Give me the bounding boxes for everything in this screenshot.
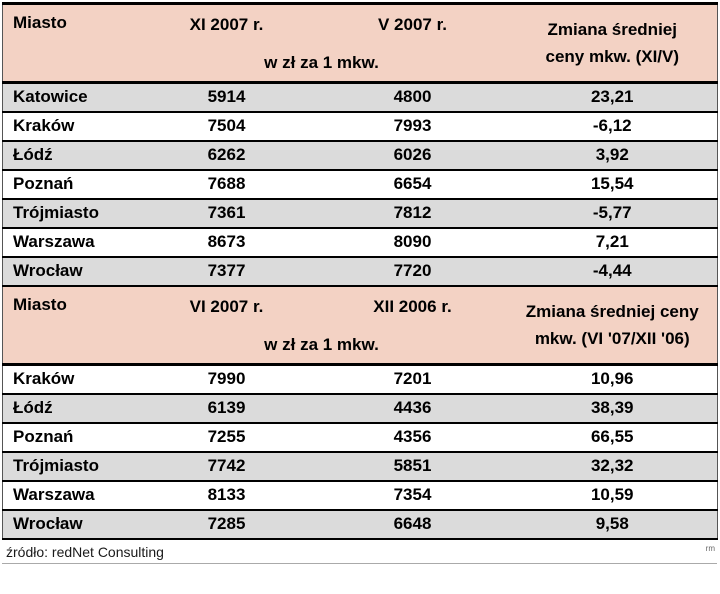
value-cell: 7812 bbox=[317, 197, 508, 228]
column-header-period1: XI 2007 r. bbox=[135, 3, 318, 45]
value-cell: 7990 bbox=[135, 363, 318, 394]
value-cell: 7255 bbox=[135, 421, 318, 452]
change-cell: 23,21 bbox=[507, 81, 718, 112]
column-header-change: Zmiana średniej ceny mkw. (VI '07/XII '0… bbox=[507, 284, 718, 365]
change-cell: -6,12 bbox=[507, 110, 718, 141]
city-cell: Warszawa bbox=[2, 226, 136, 257]
column-header-period1: VI 2007 r. bbox=[135, 284, 318, 327]
column-header-period2: XII 2006 r. bbox=[317, 284, 508, 327]
table-row: Kraków 7990 7201 10,96 bbox=[2, 363, 718, 394]
press-mark: rm bbox=[705, 543, 715, 553]
table-row: Łódź 6139 4436 38,39 bbox=[2, 392, 718, 423]
city-cell: Kraków bbox=[2, 363, 136, 394]
value-cell: 7201 bbox=[317, 363, 508, 394]
city-cell: Warszawa bbox=[2, 479, 136, 510]
table-row: Wrocław 7285 6648 9,58 bbox=[2, 508, 718, 540]
table-row: Trójmiasto 7361 7812 -5,77 bbox=[2, 197, 718, 228]
column-header-period2: V 2007 r. bbox=[317, 3, 508, 45]
value-cell: 7720 bbox=[317, 255, 508, 286]
value-cell: 6262 bbox=[135, 139, 318, 170]
value-cell: 4436 bbox=[317, 392, 508, 423]
value-cell: 7504 bbox=[135, 110, 318, 141]
table-row: Katowice 5914 4800 23,21 bbox=[2, 81, 718, 112]
city-cell: Łódź bbox=[2, 392, 136, 423]
change-cell: 3,92 bbox=[507, 139, 718, 170]
change-cell: 10,96 bbox=[507, 363, 718, 394]
value-cell: 6654 bbox=[317, 168, 508, 199]
change-cell: 7,21 bbox=[507, 226, 718, 257]
change-cell: -4,44 bbox=[507, 255, 718, 286]
value-cell: 8133 bbox=[135, 479, 318, 510]
value-cell: 6139 bbox=[135, 392, 318, 423]
table1-unit-row: w zł za 1 mkw. bbox=[3, 44, 718, 83]
value-cell: 7285 bbox=[135, 508, 318, 540]
city-cell: Łódź bbox=[2, 139, 136, 170]
table-row: Poznań 7255 4356 66,55 bbox=[2, 421, 718, 452]
value-cell: 5851 bbox=[317, 450, 508, 481]
change-cell: 9,58 bbox=[507, 508, 718, 540]
value-cell: 7993 bbox=[317, 110, 508, 141]
table-row: Trójmiasto 7742 5851 32,32 bbox=[2, 450, 718, 481]
table-row: Łódź 6262 6026 3,92 bbox=[2, 139, 718, 170]
table-row: Kraków 7504 7993 -6,12 bbox=[2, 110, 718, 141]
value-cell: 7742 bbox=[135, 450, 318, 481]
value-cell: 6648 bbox=[317, 508, 508, 540]
table-row: Poznań 7688 6654 15,54 bbox=[2, 168, 718, 199]
city-cell: Kraków bbox=[2, 110, 136, 141]
table-row: Wrocław 7377 7720 -4,44 bbox=[2, 255, 718, 286]
table1-header-row: Miasto XI 2007 r. V 2007 r. Zmiana średn… bbox=[2, 3, 718, 83]
table2-header-row: Miasto VI 2007 r. XII 2006 r. Zmiana śre… bbox=[2, 284, 718, 365]
table-row: Warszawa 8673 8090 7,21 bbox=[2, 226, 718, 257]
value-cell: 7688 bbox=[135, 168, 318, 199]
value-cell: 4800 bbox=[317, 81, 508, 112]
city-cell: Trójmiasto bbox=[2, 197, 136, 228]
footer: źródło: redNet Consulting rm bbox=[2, 540, 717, 564]
change-cell: 10,59 bbox=[507, 479, 718, 510]
city-cell: Wrocław bbox=[2, 508, 136, 540]
change-cell: 32,32 bbox=[507, 450, 718, 481]
change-cell: 38,39 bbox=[507, 392, 718, 423]
column-header-city: Miasto bbox=[2, 284, 136, 365]
city-cell: Poznań bbox=[2, 168, 136, 199]
city-cell: Poznań bbox=[2, 421, 136, 452]
city-cell: Trójmiasto bbox=[2, 450, 136, 481]
value-cell: 5914 bbox=[135, 81, 318, 112]
column-header-city: Miasto bbox=[2, 3, 136, 83]
value-cell: 7354 bbox=[317, 479, 508, 510]
value-cell: 4356 bbox=[317, 421, 508, 452]
table-row: Warszawa 8133 7354 10,59 bbox=[2, 479, 718, 510]
value-cell: 6026 bbox=[317, 139, 508, 170]
unit-label: w zł za 1 mkw. bbox=[135, 326, 508, 365]
value-cell: 7361 bbox=[135, 197, 318, 228]
table2-unit-row: w zł za 1 mkw. bbox=[3, 326, 718, 365]
value-cell: 8090 bbox=[317, 226, 508, 257]
change-cell: 66,55 bbox=[507, 421, 718, 452]
city-cell: Wrocław bbox=[2, 255, 136, 286]
city-cell: Katowice bbox=[2, 81, 136, 112]
column-header-change: Zmiana średniej ceny mkw. (XI/V) bbox=[507, 3, 718, 83]
source-credit: źródło: redNet Consulting bbox=[6, 544, 164, 560]
value-cell: 8673 bbox=[135, 226, 318, 257]
change-cell: -5,77 bbox=[507, 197, 718, 228]
unit-label: w zł za 1 mkw. bbox=[135, 44, 508, 83]
value-cell: 7377 bbox=[135, 255, 318, 286]
change-cell: 15,54 bbox=[507, 168, 718, 199]
prices-table: Miasto XI 2007 r. V 2007 r. Zmiana średn… bbox=[2, 2, 718, 540]
